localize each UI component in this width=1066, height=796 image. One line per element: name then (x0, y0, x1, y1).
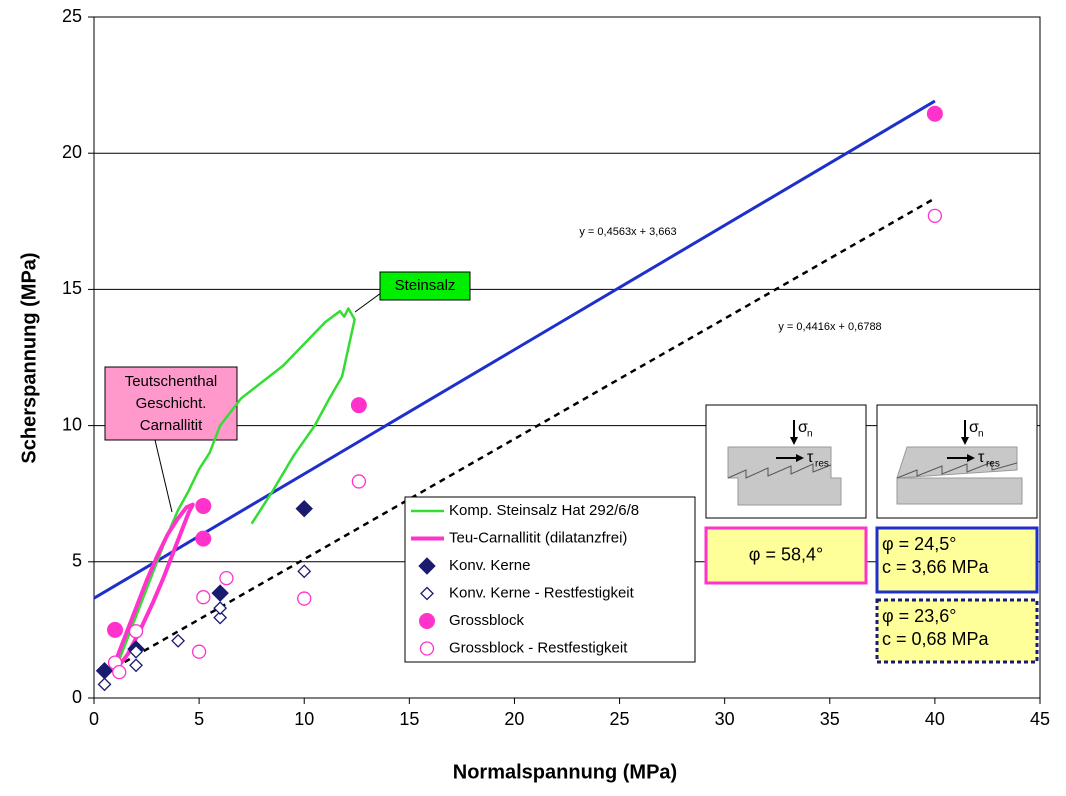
legend-label: Konv. Kerne - Restfestigkeit (449, 584, 635, 601)
annotation-text: Steinsalz (395, 277, 456, 294)
inset-subscript: res (815, 459, 829, 470)
legend-label: Grossblock - Restfestigkeit (449, 639, 628, 656)
x-tick-label: 10 (294, 709, 314, 729)
y-tick-label: 20 (62, 142, 82, 162)
annotation-text: Carnallitit (140, 417, 203, 434)
inset-subscript: n (978, 429, 984, 440)
legend-label: Grossblock (449, 612, 525, 629)
trendline (93, 99, 936, 600)
specimen (727, 446, 842, 506)
marker (195, 497, 212, 514)
marker (350, 397, 367, 414)
specimen (896, 446, 1018, 479)
marker (213, 601, 228, 616)
marker (926, 105, 943, 122)
legend-swatch (418, 557, 436, 575)
legend-label: Teu-Carnallitit (dilatanzfrei) (449, 529, 627, 546)
y-tick-label: 25 (62, 6, 82, 26)
result-text: φ = 24,5° (882, 534, 956, 554)
inset-symbol: τ (978, 449, 985, 466)
x-tick-label: 40 (925, 709, 945, 729)
legend-label: Komp. Steinsalz Hat 292/6/8 (449, 502, 639, 519)
marker (295, 499, 313, 518)
trendline-label: y = 0,4416x + 0,6788 (778, 321, 881, 333)
annotation-pointer (154, 439, 173, 513)
x-tick-label: 0 (89, 709, 99, 729)
y-tick-label: 10 (62, 414, 82, 434)
marker (97, 677, 112, 692)
marker (213, 610, 228, 625)
result-text: φ = 58,4° (749, 544, 823, 564)
result-box (875, 526, 1039, 594)
annotation-text: Teutschenthal (125, 373, 218, 390)
x-tick-label: 15 (399, 709, 419, 729)
marker (195, 530, 212, 547)
annotation-text: Geschicht. (136, 395, 207, 412)
trendline-label: y = 0,4563x + 3,663 (579, 226, 676, 238)
trendline (114, 197, 936, 669)
series-line (111, 502, 195, 670)
sawtooth (727, 463, 832, 479)
marker (196, 590, 211, 605)
inset-symbol: σ (969, 419, 979, 436)
y-tick-label: 0 (72, 687, 82, 707)
y-tick-label: 5 (72, 551, 82, 571)
legend-swatch (419, 613, 435, 629)
result-text: φ = 23,6° (882, 606, 956, 626)
specimen (896, 477, 1023, 505)
marker (219, 570, 234, 586)
marker (927, 208, 943, 224)
marker (112, 664, 127, 680)
annotation-box (104, 366, 238, 441)
marker (129, 658, 143, 673)
marker (297, 591, 312, 606)
marker (211, 584, 229, 602)
legend-box (404, 496, 696, 663)
marker (297, 564, 312, 579)
x-tick-label: 45 (1030, 709, 1050, 729)
x-axis-title: Normalspannung (MPa) (453, 761, 677, 783)
marker (191, 644, 207, 659)
x-tick-label: 20 (504, 709, 524, 729)
inset-subscript: res (986, 459, 1000, 470)
marker (128, 624, 144, 639)
legend-label: Konv. Kerne (449, 557, 530, 574)
inset-symbol: σ (798, 419, 808, 436)
legend-swatch (419, 641, 435, 656)
inset-subscript: n (807, 429, 813, 440)
marker (129, 644, 143, 659)
arrowhead (796, 454, 804, 462)
y-tick-label: 15 (62, 278, 82, 298)
x-tick-label: 30 (715, 709, 735, 729)
y-axis-title: Scherspannung (MPa) (18, 252, 40, 463)
result-box (875, 598, 1039, 664)
marker (171, 633, 186, 648)
inset-symbol: τ (807, 449, 814, 466)
marker (351, 474, 367, 489)
legend-swatch (420, 586, 434, 601)
plot-frame (93, 16, 1041, 699)
series-line (113, 307, 356, 672)
result-text: c = 0,68 MPa (882, 629, 990, 649)
result-text: c = 3,66 MPa (882, 557, 990, 577)
x-tick-label: 25 (610, 709, 630, 729)
arrowhead (961, 437, 969, 445)
arrowhead (790, 437, 798, 445)
result-box (704, 526, 868, 585)
x-tick-label: 5 (194, 709, 204, 729)
marker (107, 621, 124, 638)
annotation-box (379, 271, 471, 301)
sawtooth (896, 461, 1018, 479)
arrowhead (967, 454, 975, 462)
x-tick-label: 35 (820, 709, 840, 729)
